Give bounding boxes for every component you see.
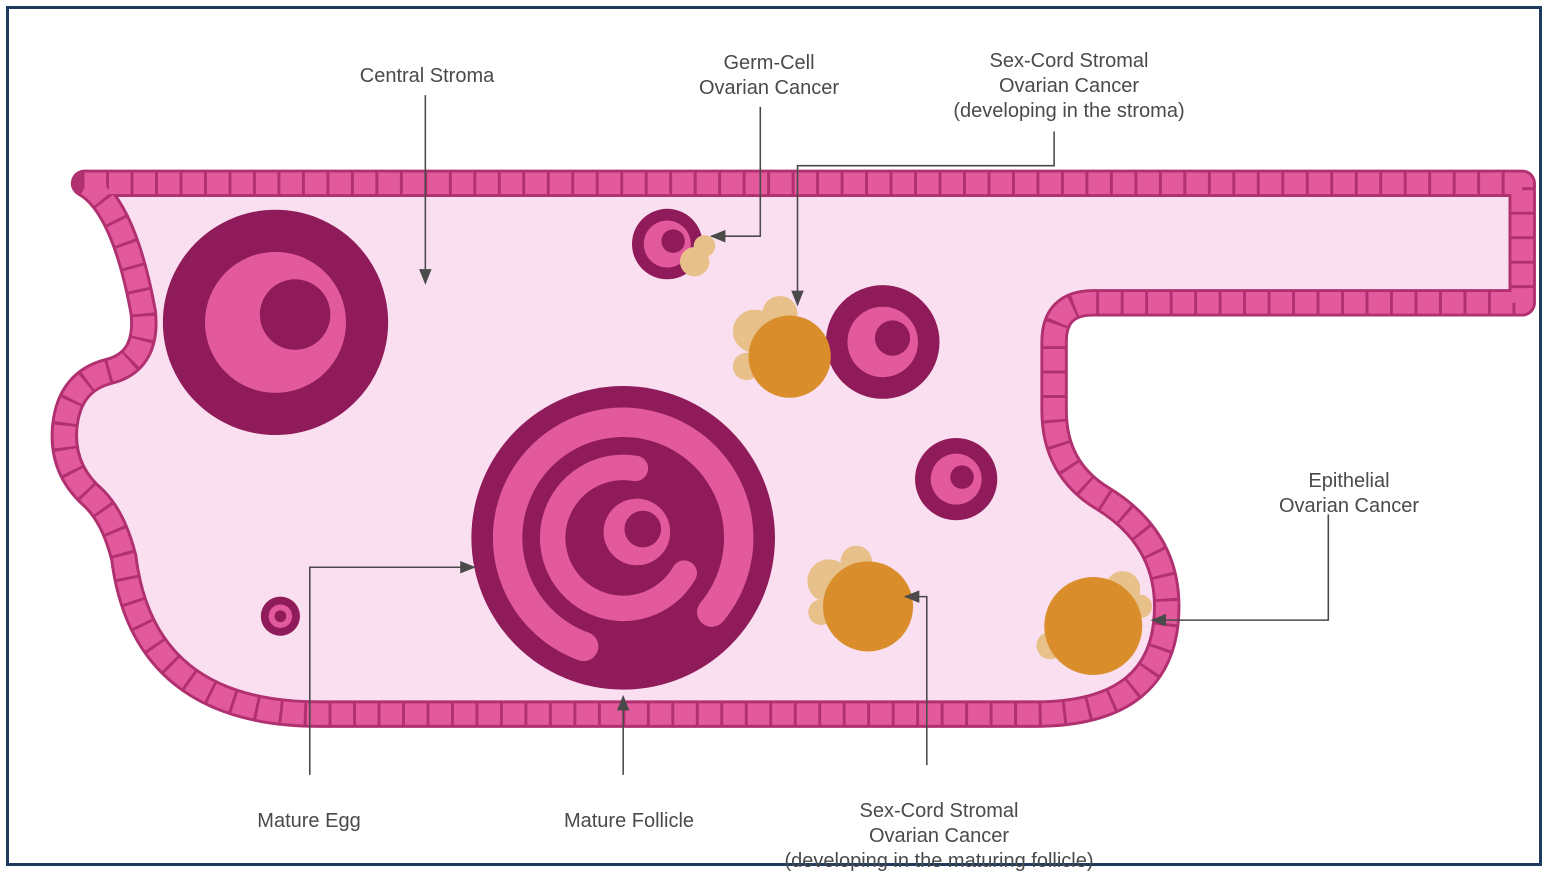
follicle-large — [163, 210, 388, 435]
mature-follicle — [471, 386, 775, 690]
ovary-diagram — [9, 9, 1539, 863]
follicle-tiny — [261, 597, 300, 636]
diagram-frame: Central StromaGerm-Cell Ovarian CancerSe… — [6, 6, 1542, 866]
label-sexcord-stroma: Sex-Cord Stromal Ovarian Cancer (develop… — [9, 49, 1548, 124]
label-epithelial: Epithelial Ovarian Cancer — [9, 469, 1548, 519]
label-sexcord-follicle: Sex-Cord Stromal Ovarian Cancer (develop… — [9, 799, 1548, 874]
follicle-mid-right — [826, 285, 940, 399]
